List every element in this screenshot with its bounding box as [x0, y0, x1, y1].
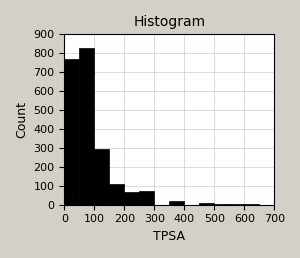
Bar	[124, 192, 140, 205]
Bar	[200, 203, 214, 205]
Bar	[214, 204, 230, 205]
Bar	[94, 149, 110, 205]
Title: Histogram: Histogram	[134, 15, 206, 29]
Y-axis label: Count: Count	[15, 101, 28, 138]
Bar	[110, 184, 124, 205]
Bar	[64, 59, 80, 205]
Bar	[230, 204, 244, 205]
Bar	[80, 47, 94, 205]
Bar	[244, 204, 260, 205]
Bar	[140, 190, 154, 205]
X-axis label: TPSA: TPSA	[153, 230, 185, 243]
Bar	[169, 201, 184, 205]
